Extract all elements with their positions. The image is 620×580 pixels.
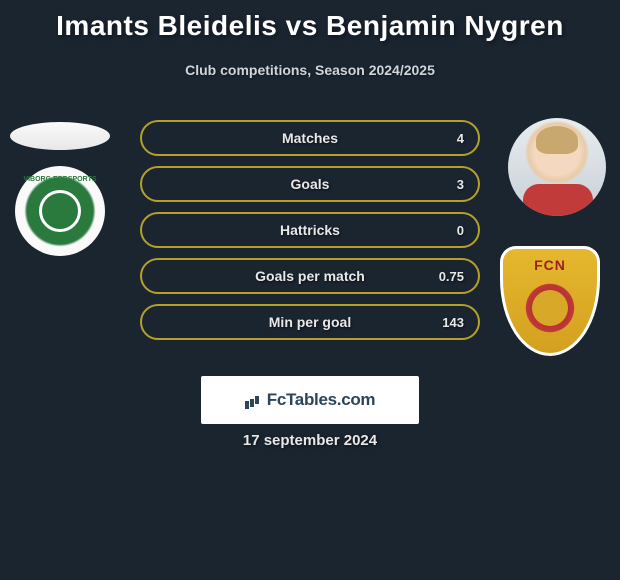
stat-value: 4 [457, 131, 464, 146]
left-crest-inner [39, 190, 81, 232]
stat-label: Goals [291, 176, 330, 192]
left-player-avatar [10, 122, 110, 150]
left-club-crest: VIBORG FODSPORTS FORENING 1896 [15, 166, 105, 256]
lion-icon [522, 280, 578, 336]
stat-value: 143 [442, 315, 464, 330]
right-player-block: FCN [508, 118, 610, 366]
stat-label: Min per goal [269, 314, 351, 330]
stat-label: Matches [282, 130, 338, 146]
page-subtitle: Club competitions, Season 2024/2025 [0, 62, 620, 78]
page-title: Imants Bleidelis vs Benjamin Nygren [0, 0, 620, 42]
bars-icon [245, 391, 263, 409]
stat-row: Hattricks 0 [140, 212, 480, 248]
shield-icon: FCN [500, 246, 600, 356]
stats-list: Matches 4 Goals 3 Hattricks 0 Goals per … [140, 120, 480, 350]
left-player-block: VIBORG FODSPORTS FORENING 1896 [10, 122, 110, 256]
stat-value: 0.75 [439, 269, 464, 284]
brand-badge: FcTables.com [201, 376, 419, 424]
shield-text: FCN [534, 257, 566, 273]
left-crest-top-text: VIBORG FODSPORTS FORENING [15, 176, 105, 190]
right-player-avatar [508, 118, 606, 216]
stat-value: 0 [457, 223, 464, 238]
stat-label: Hattricks [280, 222, 340, 238]
stat-row: Matches 4 [140, 120, 480, 156]
stat-value: 3 [457, 177, 464, 192]
left-crest-year: 1896 [15, 239, 105, 246]
footer-date: 17 september 2024 [0, 432, 620, 449]
brand-text: FcTables.com [267, 390, 376, 410]
stat-row: Goals 3 [140, 166, 480, 202]
stat-row: Goals per match 0.75 [140, 258, 480, 294]
stat-row: Min per goal 143 [140, 304, 480, 340]
stat-label: Goals per match [255, 268, 365, 284]
right-club-crest: FCN [500, 246, 610, 366]
